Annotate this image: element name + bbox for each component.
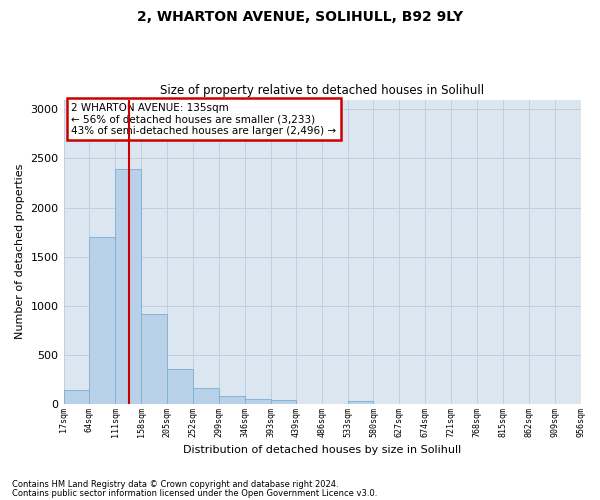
Y-axis label: Number of detached properties: Number of detached properties	[15, 164, 25, 340]
Bar	[219, 396, 245, 404]
Text: 2 WHARTON AVENUE: 135sqm
← 56% of detached houses are smaller (3,233)
43% of sem: 2 WHARTON AVENUE: 135sqm ← 56% of detach…	[71, 102, 337, 136]
Bar	[115, 170, 141, 404]
Bar	[271, 400, 296, 404]
Text: Contains public sector information licensed under the Open Government Licence v3: Contains public sector information licen…	[12, 488, 377, 498]
X-axis label: Distribution of detached houses by size in Solihull: Distribution of detached houses by size …	[183, 445, 461, 455]
Bar	[89, 237, 115, 404]
Text: Contains HM Land Registry data © Crown copyright and database right 2024.: Contains HM Land Registry data © Crown c…	[12, 480, 338, 489]
Bar	[64, 390, 89, 404]
Text: 2, WHARTON AVENUE, SOLIHULL, B92 9LY: 2, WHARTON AVENUE, SOLIHULL, B92 9LY	[137, 10, 463, 24]
Bar	[141, 314, 167, 404]
Title: Size of property relative to detached houses in Solihull: Size of property relative to detached ho…	[160, 84, 484, 97]
Bar	[193, 388, 219, 404]
Bar	[167, 369, 193, 404]
Bar	[347, 401, 373, 404]
Bar	[245, 399, 271, 404]
